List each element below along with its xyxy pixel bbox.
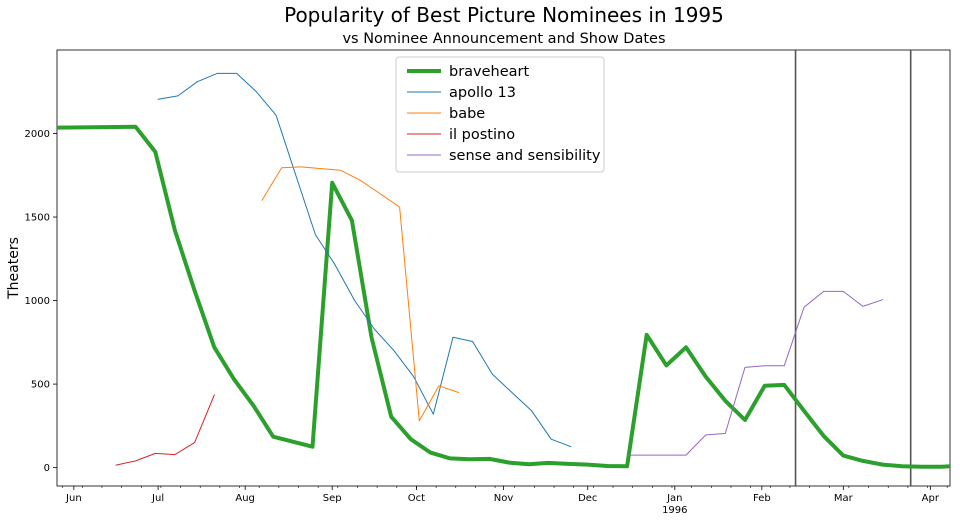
- legend-label: braveheart: [449, 64, 530, 80]
- x-tick-label: Jan: [666, 493, 682, 504]
- legend: braveheart apollo 13 babe il postino sense a…: [395, 56, 605, 173]
- x-tick-label: Jul: [151, 493, 164, 504]
- plot-area: 0 500 1000 1500 2000 Jun Jul Aug Sep Oct Nov Dec Jan…: [25, 49, 951, 516]
- x-tick-label: Mar: [834, 493, 854, 504]
- legend-label: il postino: [449, 127, 515, 143]
- y-tick-label: 1500: [25, 213, 50, 224]
- legend-label: apollo 13: [449, 85, 516, 101]
- chart-subtitle: vs Nominee Announcement and Show Dates: [342, 31, 665, 47]
- x-tick-label: Nov: [494, 493, 514, 504]
- x-tick-label: Sep: [323, 493, 342, 504]
- series-line-braveheart: [57, 124, 950, 469]
- series-line-apollo-13: [157, 72, 572, 448]
- legend-label: babe: [449, 106, 485, 122]
- series-line-babe: [261, 166, 460, 422]
- x-tick-label: Aug: [235, 493, 255, 504]
- y-tick-label: 1000: [25, 296, 50, 307]
- y-tick-label: 500: [31, 380, 50, 391]
- chart-title: Popularity of Best Picture Nominees in 1…: [284, 3, 724, 27]
- y-tick-label: 2000: [25, 129, 50, 140]
- series-line-sense-and-sensibility: [626, 290, 884, 456]
- legend-box: [395, 56, 605, 173]
- legend-label: sense and sensibility: [449, 148, 601, 164]
- x-tick-label: Jun: [65, 493, 82, 504]
- y-axis-label: Theaters: [6, 237, 22, 300]
- series-line-il-postino: [115, 394, 215, 466]
- x-tick-label: Dec: [578, 493, 597, 504]
- series-lines: [57, 72, 950, 469]
- x-tick-label: Apr: [922, 493, 940, 504]
- x-tick-label: Oct: [408, 493, 425, 504]
- x-year-label: 1996: [662, 505, 687, 516]
- y-tick-label: 0: [44, 463, 50, 474]
- x-tick-label: Feb: [753, 493, 771, 504]
